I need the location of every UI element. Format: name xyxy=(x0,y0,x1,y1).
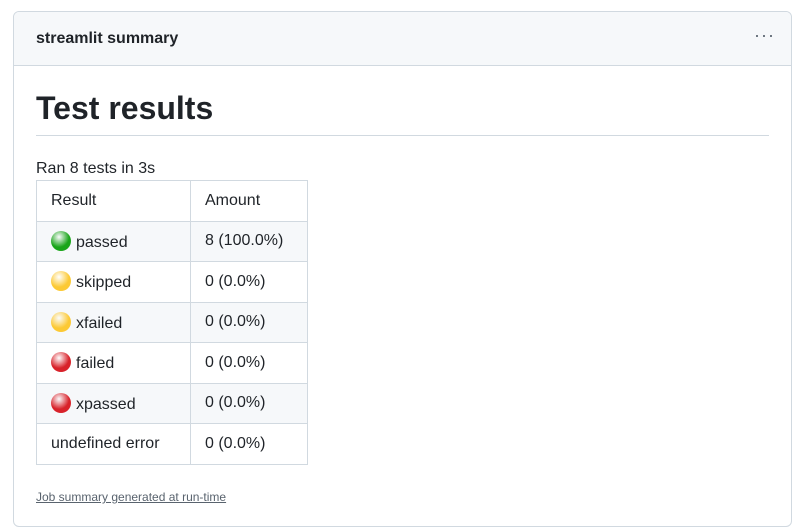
column-header-result: Result xyxy=(36,180,191,222)
red-circle-icon xyxy=(51,352,71,373)
table-row: failed 0 (0.0%) xyxy=(36,342,308,384)
result-cell: passed xyxy=(36,220,191,262)
result-cell: xfailed xyxy=(36,301,191,343)
amount-cell: 8 (100.0%) xyxy=(190,220,308,262)
yellow-circle-icon xyxy=(51,311,71,332)
result-label: skipped xyxy=(76,274,132,292)
amount-cell: 0 (0.0%) xyxy=(190,342,308,384)
table-row: undefined error 0 (0.0%) xyxy=(36,423,308,465)
page-title: Test results xyxy=(36,88,769,136)
result-cell: failed xyxy=(36,342,191,384)
amount-cell: 0 (0.0%) xyxy=(190,423,308,465)
yellow-circle-icon xyxy=(51,271,71,292)
run-summary: Ran 8 tests in 3s xyxy=(36,160,156,177)
table-row: skipped 0 (0.0%) xyxy=(36,261,308,303)
results-table: Result Amount passed 8 (100.0%) skipped 0 (… xyxy=(36,180,308,465)
ellipsis-icon[interactable]: ··· xyxy=(754,25,775,45)
result-label: undefined error xyxy=(51,434,160,452)
result-label: failed xyxy=(76,355,115,373)
table-row: xpassed 0 (0.0%) xyxy=(36,382,308,424)
amount-cell: 0 (0.0%) xyxy=(190,301,308,343)
job-summary-card: streamlit summary ··· Test results Ran 8… xyxy=(13,11,792,527)
result-cell: xpassed xyxy=(36,382,191,424)
green-circle-icon xyxy=(51,230,71,251)
table-row: passed 8 (100.0%) xyxy=(36,220,308,262)
amount-cell: 0 (0.0%) xyxy=(190,382,308,424)
result-label: passed xyxy=(76,233,128,251)
red-circle-icon xyxy=(51,392,71,413)
result-cell: skipped xyxy=(36,261,191,303)
column-header-amount: Amount xyxy=(190,180,308,222)
result-label: xpassed xyxy=(76,395,136,413)
job-summary-link[interactable]: Job summary generated at run-time xyxy=(36,490,227,504)
result-label: xfailed xyxy=(76,314,123,332)
table-row: xfailed 0 (0.0%) xyxy=(36,301,308,343)
card-title: streamlit summary xyxy=(36,29,179,47)
card-header: streamlit summary ··· xyxy=(14,12,791,66)
result-cell: undefined error xyxy=(36,423,191,465)
amount-cell: 0 (0.0%) xyxy=(190,261,308,303)
